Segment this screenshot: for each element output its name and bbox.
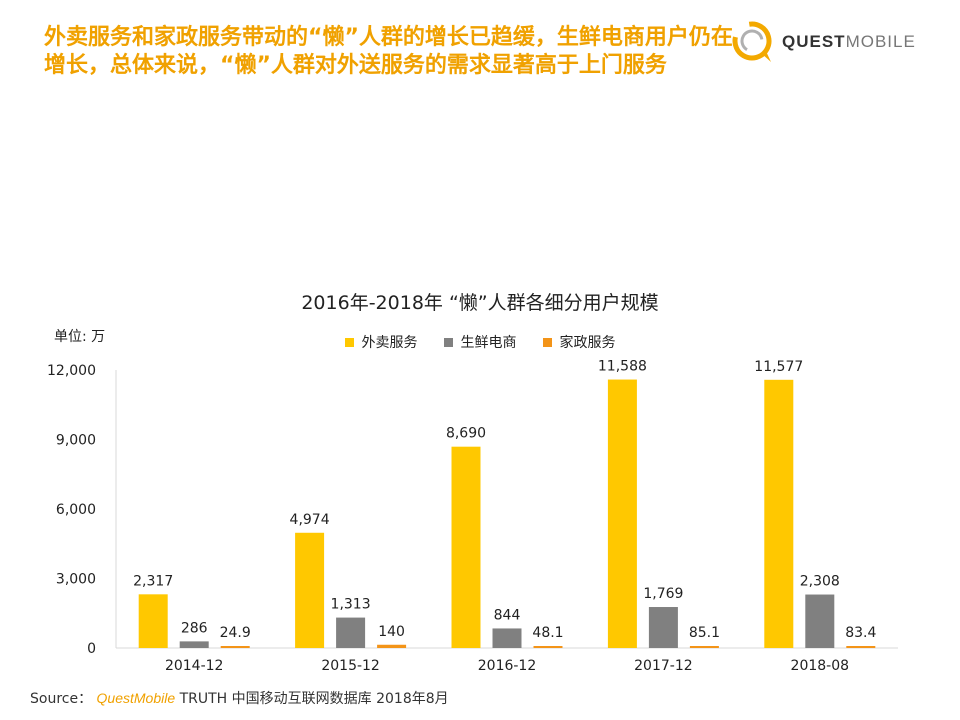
data-label: 85.1: [689, 625, 720, 641]
source-label: Source：: [30, 691, 93, 707]
x-tick-label: 2017-12: [634, 658, 693, 674]
headline: 外卖服务和家政服务带动的“懒”人群的增长已趋缓，生鲜电商用户仍在增长，总体来说，…: [44, 25, 733, 78]
bar-生鲜电商: [336, 617, 366, 648]
x-tick-label: 2014-12: [165, 658, 224, 674]
questmobile-logo: QUESTMOBILE: [728, 14, 928, 70]
data-label: 286: [181, 620, 208, 636]
logo-mobile-text: MOBILE: [845, 32, 916, 51]
data-label: 11,588: [598, 359, 647, 375]
bar-外卖服务: [451, 446, 481, 648]
bar-家政服务: [689, 646, 719, 648]
y-tick-label: 9,000: [56, 433, 96, 449]
unit-label: 单位: 万: [54, 329, 106, 345]
bar-生鲜电商: [805, 594, 835, 648]
legend-label: 外卖服务: [361, 335, 418, 351]
data-label: 24.9: [220, 625, 251, 641]
data-label: 1,313: [331, 597, 371, 613]
bar-外卖服务: [764, 379, 794, 648]
data-label: 1,769: [643, 586, 683, 602]
bar-外卖服务: [138, 594, 168, 648]
legend-label: 生鲜电商: [460, 335, 517, 351]
bar-家政服务: [377, 644, 407, 648]
bar-家政服务: [533, 646, 563, 648]
data-label: 2,317: [133, 573, 173, 589]
data-label: 140: [378, 624, 405, 640]
legend-swatch: [443, 337, 453, 347]
legend-item-housekeeping: 家政服务: [542, 332, 616, 352]
y-tick-label: 0: [87, 641, 96, 657]
source-text: TRUTH 中国移动互联网数据库 2018年8月: [179, 691, 449, 707]
legend: 外卖服务 生鲜电商 家政服务: [0, 332, 960, 352]
bar-外卖服务: [295, 532, 325, 648]
legend-item-takeaway: 外卖服务: [344, 332, 418, 352]
bar-生鲜电商: [492, 628, 522, 648]
data-label: 8,690: [446, 426, 486, 442]
x-tick-label: 2018-08: [791, 658, 850, 674]
y-tick-label: 12,000: [47, 363, 96, 379]
y-tick-label: 3,000: [56, 572, 96, 588]
bar-家政服务: [220, 646, 250, 648]
logo-wordmark: QUESTMOBILE: [782, 32, 916, 52]
source-brand: QuestMobile: [96, 690, 176, 706]
legend-swatch: [542, 337, 552, 347]
bar-外卖服务: [607, 379, 637, 648]
bar-家政服务: [846, 646, 876, 648]
speech-bubble-icon: [732, 21, 772, 62]
data-label: 48.1: [532, 625, 563, 641]
x-tick-label: 2016-12: [478, 658, 537, 674]
y-tick-label: 6,000: [56, 502, 96, 518]
source-note: Source： QuestMobile TRUTH 中国移动互联网数据库 201…: [30, 688, 449, 708]
data-label: 2,308: [800, 574, 840, 590]
bar-生鲜电商: [179, 641, 209, 648]
bar-生鲜电商: [648, 607, 678, 648]
data-label: 11,577: [754, 359, 803, 375]
data-label: 844: [494, 607, 521, 623]
legend-label: 家政服务: [559, 335, 616, 351]
data-label: 4,974: [290, 512, 330, 528]
x-tick-label: 2015-12: [321, 658, 380, 674]
legend-swatch: [344, 337, 354, 347]
legend-item-fresh-ecommerce: 生鲜电商: [443, 332, 517, 352]
logo-quest-text: QUEST: [782, 32, 846, 51]
data-label: 83.4: [845, 625, 876, 641]
chart-title: 2016年-2018年 “懒”人群各细分用户规模: [301, 292, 659, 314]
